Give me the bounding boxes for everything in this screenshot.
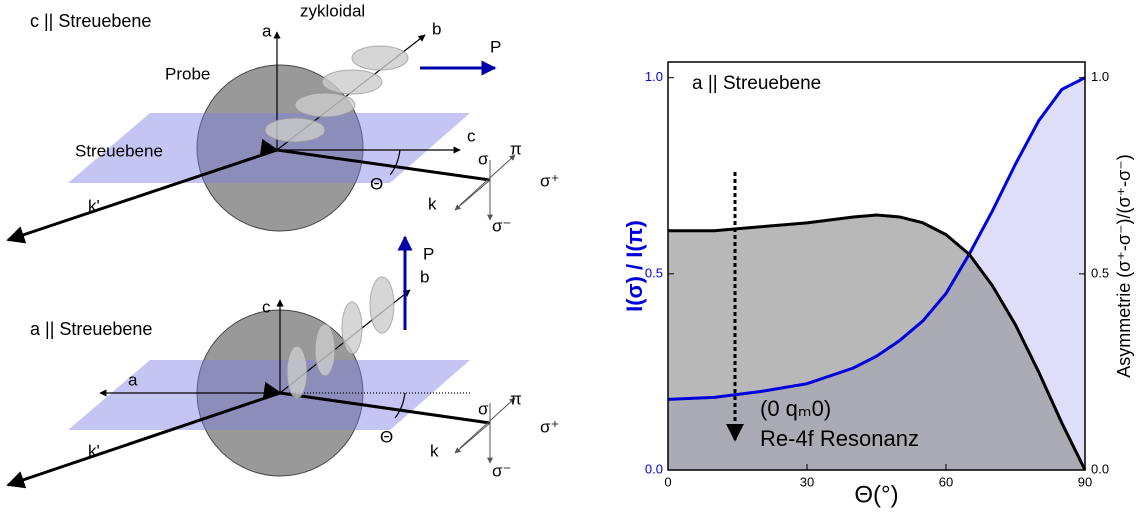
label: Θ(°) (854, 481, 898, 508)
label: Re-4f Resonanz (760, 426, 919, 451)
label: zykloidal (300, 1, 365, 20)
label: π (510, 139, 522, 158)
label: σ⁺ (540, 417, 559, 436)
label: Probe (165, 64, 210, 83)
label: 30 (800, 474, 814, 489)
label: (0 qₘ0) (760, 396, 831, 421)
label: Θ (370, 174, 383, 193)
label: k' (88, 196, 100, 215)
label: σ (478, 149, 489, 168)
label: b (420, 267, 429, 286)
label: σ⁺ (540, 171, 559, 190)
label: a || Streuebene (692, 73, 821, 94)
label: k' (88, 441, 100, 460)
label: a || Streuebene (30, 319, 152, 339)
label: c (467, 126, 476, 145)
diagram-bottom (8, 237, 515, 485)
label: P (423, 244, 434, 263)
figure: c || StreuebenezykloidalabPProbecStreueb… (0, 0, 1146, 513)
label: 1.0 (1091, 69, 1109, 84)
label: σ (478, 399, 489, 418)
label: b (432, 19, 441, 38)
label: 0.5 (645, 265, 663, 280)
label: Θ (380, 427, 393, 446)
label: c || Streuebene (30, 11, 151, 31)
label: I(σ) / I(π) (622, 220, 647, 312)
label: Asymmetrie (σ⁺-σ⁻)/(σ⁺-σ⁻) (1114, 154, 1134, 377)
label: 0 (664, 474, 671, 489)
label: Streuebene (75, 141, 163, 160)
diagram-top (8, 32, 515, 240)
label: σ⁻ (492, 461, 511, 480)
label: c (262, 297, 271, 316)
label: σ⁻ (492, 216, 511, 235)
label: 90 (1078, 474, 1092, 489)
label: a (128, 370, 138, 389)
label: 0.0 (1091, 461, 1109, 476)
label: P (490, 37, 501, 56)
label: 0.0 (645, 461, 663, 476)
label: π (510, 389, 522, 408)
label: 1.0 (645, 69, 663, 84)
label: a (262, 21, 272, 40)
label: k (430, 441, 439, 460)
label: 0.5 (1091, 265, 1109, 280)
label: k (428, 194, 437, 213)
label: 60 (939, 474, 953, 489)
